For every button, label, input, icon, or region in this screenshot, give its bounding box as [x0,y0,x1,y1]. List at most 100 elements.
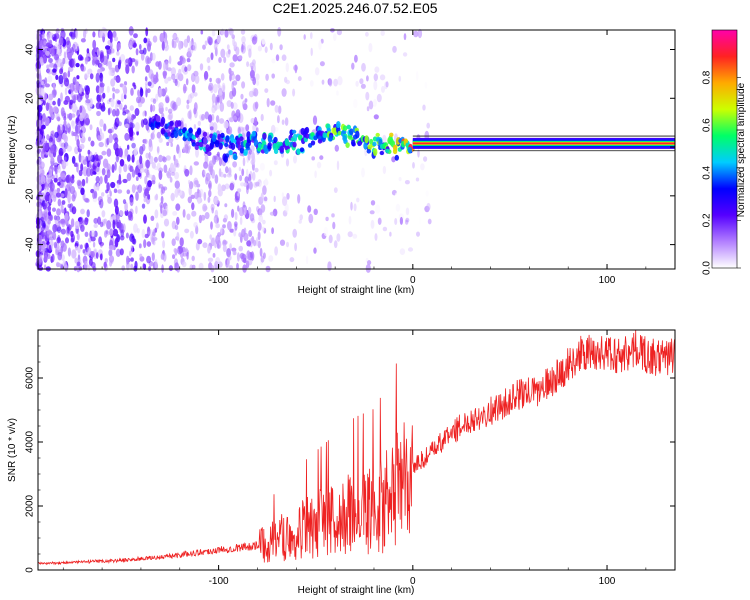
spectral-blob [52,82,56,90]
spectral-blob [314,242,320,250]
spectral-blob [123,81,128,86]
ridge-blob [299,147,305,153]
spectral-blob [248,48,252,58]
spectral-blob [262,219,266,225]
spectral-blob [97,135,101,141]
spectral-blob [99,176,103,185]
spectral-blob [398,75,402,82]
spectral-blob [52,100,56,106]
spectral-blob [373,80,378,91]
spectral-blob [289,257,295,263]
snr-y-tick-label: 4000 [25,430,36,453]
spectral-blob [238,232,242,238]
spectral-blob [229,182,235,191]
spectral-blob [147,174,153,179]
spectral-blob [42,57,47,64]
spectral-blob [72,58,76,68]
spectral-blob [70,178,75,184]
spectral-blob [213,83,218,94]
spectral-blob [66,40,71,49]
spectral-blob [113,188,118,194]
spectral-blob [405,217,410,223]
spectral-blob [327,261,332,272]
spectral-blob [53,53,59,61]
spectral-blob [176,97,182,107]
spectral-blob [273,195,276,203]
spectral-blob [245,260,250,269]
spectral-blob [273,160,278,166]
ridge-blob [207,151,212,157]
spectral-blob [293,155,297,164]
spectral-blob [87,68,93,75]
ridge-blob [203,136,208,145]
spectral-blob [72,32,76,38]
spectral-blob [76,179,82,186]
spectral-blob [314,170,317,179]
ridge-blob [267,145,272,150]
spectral-blob [413,30,419,38]
spectral-blob [381,85,385,93]
spectral-blob [215,115,220,123]
spectral-blob [171,238,176,246]
spectral-blob [46,64,50,70]
ridge-blob [211,134,217,142]
spectral-blob [241,168,245,177]
spectral-blob [325,216,329,222]
spectral-blob [158,103,162,109]
spectral-blob [55,113,60,120]
spectral-blob [225,166,229,174]
spectral-blob [63,51,67,59]
spectral-blob [157,87,163,98]
spectral-blob [246,184,249,195]
spectral-blob [226,44,230,50]
spectral-blob [256,80,260,86]
spectral-blob [234,195,240,203]
spectral-blob [117,189,123,194]
spectral-blob [203,191,207,201]
spectral-blob [415,177,420,182]
spectral-blob [39,56,44,64]
spectral-blob [399,216,403,225]
spectral-blob [238,245,243,252]
spectral-blob [47,169,51,175]
spectral-blob [112,228,119,237]
spectral-blob [236,262,239,270]
spectral-blob [210,221,213,230]
spectral-blob [111,164,115,173]
spectral-blob [89,168,94,177]
spectral-blob [208,84,212,91]
spectral-blob [86,160,90,168]
spectral-blob [67,247,71,257]
spectral-blob [60,92,63,102]
spectral-blob [186,213,191,221]
spectral-blob [143,196,147,203]
spectral-blob [271,73,276,79]
spectral-blob [215,42,219,48]
spectral-blob [369,210,375,215]
spectral-blob [164,87,168,93]
spectral-blob [99,221,104,228]
spectral-blob [122,83,126,92]
spectral-blob [40,244,46,254]
spectral-blob [193,222,198,228]
spectral-blob [232,54,238,62]
spectral-blob [305,255,309,265]
spectral-blob [154,258,158,269]
spectral-blob [109,216,113,223]
spectral-blob [114,161,117,171]
spectral-blob [63,119,67,127]
spectral-blob [220,48,226,58]
spectral-blob [76,139,80,148]
spectral-blob [153,77,159,83]
spectral-blob [167,76,172,82]
ridge-blob [156,116,161,123]
spectral-blob [85,85,90,95]
spectral-blob [114,237,119,248]
spectral-blob [229,73,232,82]
spectral-blob [129,250,132,257]
spectral-blob [185,78,189,86]
spectral-blob [241,81,246,89]
spectral-blob [57,129,62,135]
